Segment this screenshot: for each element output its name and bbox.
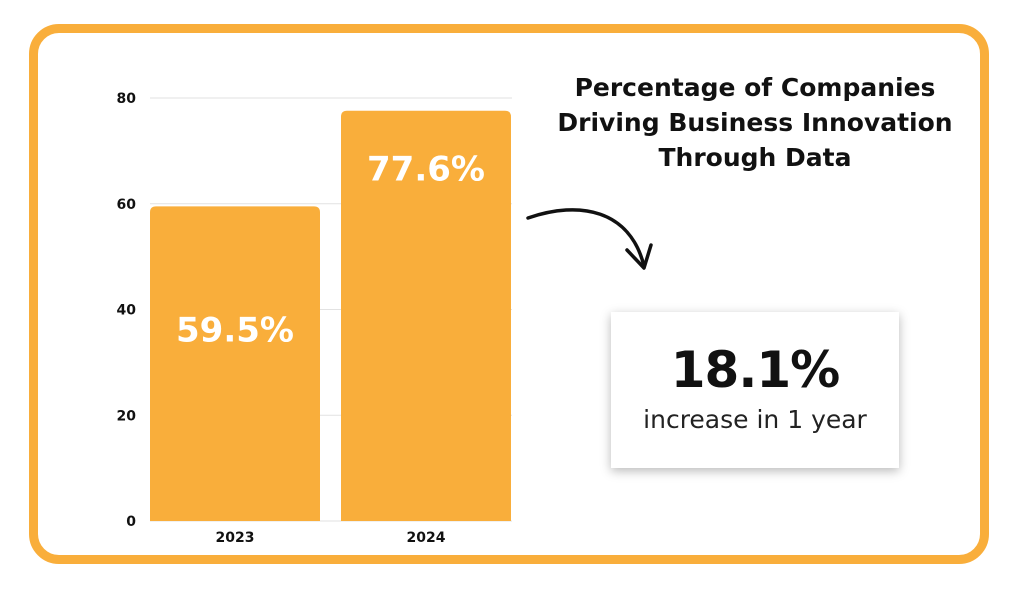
y-tick-label: 40: [117, 303, 137, 319]
curved-arrow-icon: [526, 208, 646, 268]
increase-callout-card: 18.1% increase in 1 year: [611, 312, 899, 468]
y-tick-label: 60: [117, 197, 137, 213]
chart-title-line-1: Percentage of Companies: [574, 73, 936, 102]
chart-title-line-2: Driving Business Innovation: [557, 108, 953, 137]
y-tick-label: 80: [117, 91, 137, 107]
data-label: 59.5%: [176, 311, 294, 351]
bars: [150, 110, 511, 522]
x-tick-label: 2024: [407, 530, 446, 546]
data-label: 77.6%: [367, 150, 485, 190]
y-axis-ticks: 0 20 40 60 80: [117, 91, 137, 530]
x-tick-label: 2023: [216, 530, 255, 546]
bar-2024: [341, 110, 511, 521]
increase-value: 18.1%: [670, 341, 840, 399]
data-labels: 59.5% 77.6%: [176, 150, 485, 351]
y-tick-label: 20: [117, 408, 137, 424]
increase-caption: increase in 1 year: [643, 405, 867, 434]
bar-2023: [150, 206, 320, 522]
chart-title-line-3: Through Data: [658, 143, 852, 172]
chart-title: Percentage of Companies Driving Business…: [535, 70, 975, 175]
x-axis-ticks: 2023 2024: [216, 530, 446, 546]
y-tick-label: 0: [126, 514, 136, 530]
arrow-head-icon: [625, 243, 653, 270]
